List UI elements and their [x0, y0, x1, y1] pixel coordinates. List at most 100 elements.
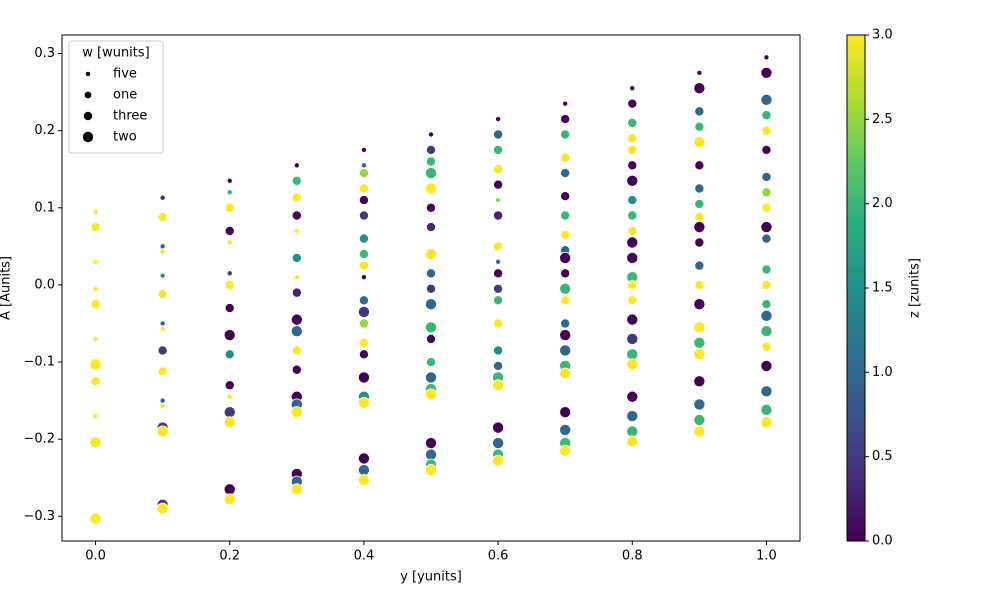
scatter-point	[560, 295, 571, 306]
scatter-point	[560, 210, 571, 221]
colorbar-tick-label: 1.0	[872, 365, 893, 380]
scatter-point	[560, 268, 571, 279]
scatter-point	[358, 249, 369, 260]
scatter-point	[424, 437, 437, 450]
scatter-point	[760, 359, 773, 372]
scatter-point	[560, 129, 571, 140]
scatter-point	[493, 283, 504, 294]
scatter-point	[629, 85, 636, 92]
scatter-point	[92, 413, 99, 420]
scatter-point	[761, 171, 772, 182]
y-tick-label: −0.1	[23, 355, 55, 370]
y-tick-label: 0.2	[34, 123, 55, 138]
scatter-point	[291, 252, 302, 263]
colorbar-tick-label: 0.5	[872, 449, 893, 464]
scatter-point	[493, 164, 504, 175]
scatter-point	[493, 360, 504, 371]
scatter-point	[226, 177, 233, 184]
scatter-point	[224, 225, 235, 236]
scatter-point	[492, 379, 505, 392]
scatter-point	[157, 212, 168, 223]
scatter-point	[560, 168, 571, 179]
scatter-point	[493, 210, 504, 221]
x-tick-label: 0.8	[622, 549, 643, 564]
colorbar	[846, 34, 866, 542]
scatter-point	[761, 299, 772, 310]
scatter-point	[760, 416, 773, 429]
scatter-point	[626, 358, 639, 371]
scatter-point	[693, 221, 706, 234]
scatter-point	[290, 313, 303, 326]
scatter-point	[493, 144, 504, 155]
scatter-point	[626, 348, 639, 361]
scatter-point	[358, 318, 369, 329]
scatter-point	[694, 237, 705, 248]
scatter-point	[291, 210, 302, 221]
scatter-point	[360, 274, 367, 281]
scatter-point	[559, 344, 572, 357]
scatter-point	[761, 125, 772, 136]
scatter-point	[358, 337, 369, 348]
scatter-point	[693, 375, 706, 388]
scatter-point	[626, 251, 639, 264]
colorbar-label: z [zunits]	[908, 258, 923, 318]
legend-label: two	[113, 130, 137, 145]
scatter-point	[694, 260, 705, 271]
scatter-point	[224, 303, 235, 314]
scatter-point	[92, 285, 99, 292]
scatter-point	[493, 345, 504, 356]
scatter-point	[627, 295, 638, 306]
scatter-point	[559, 282, 572, 295]
scatter-point	[626, 435, 639, 448]
scatter-point	[627, 225, 638, 236]
scatter-point	[493, 268, 504, 279]
scatter-point	[424, 448, 437, 461]
scatter-point	[357, 474, 370, 487]
scatter-point	[291, 287, 302, 298]
scatter-point	[493, 241, 504, 252]
scatter-point	[559, 423, 572, 436]
scatter-point	[291, 364, 302, 375]
scatter-point	[626, 410, 639, 423]
scatter-point	[493, 318, 504, 329]
scatter-point	[761, 341, 772, 352]
scatter-point	[626, 390, 639, 403]
x-axis-label: y [yunits]	[400, 570, 462, 585]
scatter-point	[559, 444, 572, 457]
scatter-point	[693, 413, 706, 426]
scatter-point	[425, 144, 436, 155]
scatter-point	[560, 318, 571, 329]
scatter-point	[493, 129, 504, 140]
scatter-point	[357, 396, 370, 409]
scatter-point	[357, 371, 370, 384]
y-tick-label: 0.1	[34, 200, 55, 215]
scatter-point	[223, 416, 236, 429]
scatter-point	[495, 197, 502, 204]
legend-marker	[85, 71, 92, 78]
scatter-point	[560, 191, 571, 202]
scatter-point	[156, 502, 169, 515]
scatter-point	[760, 403, 773, 416]
scatter-point	[159, 194, 166, 201]
scatter-point	[760, 93, 773, 106]
scatter-point	[159, 272, 166, 279]
scatter-point	[159, 243, 166, 250]
scatter-point	[760, 325, 773, 338]
scatter-point	[90, 376, 101, 387]
scatter-point	[559, 367, 572, 380]
scatter-point	[291, 192, 302, 203]
scatter-point	[92, 335, 99, 342]
x-tick-label: 1.0	[756, 549, 777, 564]
scatter-point	[424, 248, 437, 261]
scatter-point	[159, 397, 166, 404]
scatter-point	[357, 305, 370, 318]
scatter-point	[760, 221, 773, 234]
scatter-point	[226, 239, 233, 246]
scatter-point	[157, 345, 168, 356]
scatter-point	[627, 98, 638, 109]
scatter-point	[694, 106, 705, 117]
legend-label: three	[113, 109, 147, 124]
scatter-point	[427, 131, 434, 138]
scatter-point	[495, 258, 502, 265]
scatter-point	[156, 425, 169, 438]
